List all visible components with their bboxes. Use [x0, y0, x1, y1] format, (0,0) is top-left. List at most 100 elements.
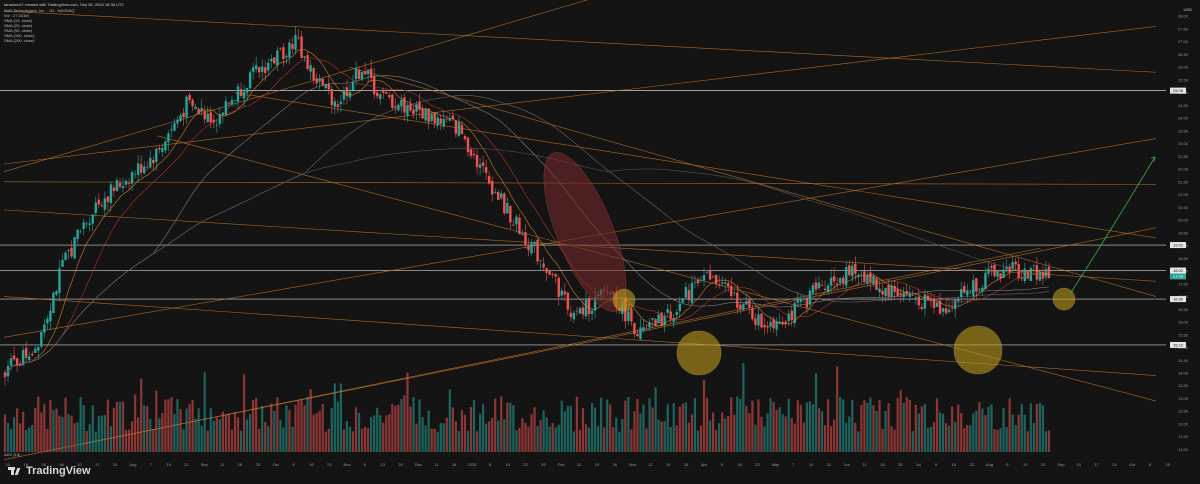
candle-body [854, 263, 857, 274]
volume-bar [575, 396, 579, 452]
volume-bar [267, 426, 270, 452]
candle-body [1005, 266, 1008, 270]
volume-bar [482, 404, 485, 452]
volume-bar [681, 403, 684, 452]
volume-bar [578, 429, 582, 452]
candle-body [708, 270, 712, 280]
candle-body [448, 118, 452, 121]
volume-bar [170, 397, 173, 452]
volume-bar [19, 423, 22, 452]
volume-bar [932, 422, 936, 452]
volume-bar [775, 410, 778, 452]
y-tick-label: 25.50 [1178, 77, 1189, 82]
x-tick-label: 10 [77, 462, 82, 467]
volume-bar [370, 417, 373, 452]
volume-bar [911, 431, 914, 452]
y-tick-label: 20.50 [1178, 205, 1189, 210]
volume-bar [37, 396, 40, 452]
candle-body [218, 114, 222, 125]
volume-bar [31, 425, 34, 452]
volume-bar [215, 417, 218, 452]
x-tick-label: 20 [1041, 462, 1046, 467]
volume-bar [379, 415, 382, 452]
volume-bar [339, 383, 342, 452]
candle-body [739, 304, 742, 310]
y-tick-label: 15.50 [1178, 332, 1189, 337]
candle-body [1038, 271, 1042, 281]
volume-bar [294, 404, 297, 452]
candle-body [720, 282, 724, 284]
volume-bar [581, 408, 585, 452]
volume-bar [524, 422, 527, 452]
candle-body [388, 95, 391, 98]
y-tick-label: 23.00 [1178, 141, 1189, 146]
candle-body [539, 260, 542, 261]
volume-bar [124, 429, 128, 452]
x-tick-label: 22 [523, 462, 528, 467]
candle-body [1035, 265, 1039, 280]
key-level-badge [1170, 242, 1186, 249]
volume-bar [884, 410, 887, 452]
candle-body [1020, 277, 1023, 279]
volume-bar [811, 404, 815, 452]
candle-body [103, 198, 107, 210]
candle-body [730, 285, 733, 297]
candle-body [191, 99, 194, 107]
volume-bar [572, 431, 575, 452]
volume-bar [388, 414, 391, 452]
key-level-badge [1170, 296, 1186, 303]
candle-body [869, 272, 872, 283]
volume-bar [826, 399, 830, 452]
volume-bar [430, 428, 433, 452]
x-tick-label: 18 [880, 462, 885, 467]
candle-body [430, 113, 433, 121]
candle-body [1011, 262, 1014, 270]
volume-bar [521, 418, 524, 452]
sma-line [4, 57, 1050, 378]
candle-body [490, 180, 494, 195]
candle-body [590, 310, 594, 314]
volume-bar [309, 389, 312, 452]
candle-body [766, 326, 769, 328]
volume-bar [118, 401, 122, 452]
volume-bar [367, 427, 370, 452]
candle-body [421, 108, 424, 119]
candle-body [466, 137, 470, 153]
volume-bar [999, 427, 1002, 452]
x-tick-label: 26 [684, 462, 689, 467]
candle-body [690, 282, 694, 303]
volume-bar [140, 378, 143, 452]
candle-body [542, 263, 545, 268]
volume-bar [354, 407, 358, 452]
candle-body [379, 94, 382, 100]
volume-bar [954, 422, 957, 452]
volume-bar [899, 390, 902, 452]
candle-body [727, 282, 730, 287]
volume-bar [663, 421, 666, 452]
volume-bar [221, 411, 224, 452]
candle-body [760, 313, 763, 328]
candle-body [224, 101, 228, 116]
volume-bar [705, 397, 709, 452]
volume-bar [908, 399, 911, 452]
candle-body [136, 163, 140, 175]
candle-body [52, 292, 55, 313]
y-tick-label: 24.00 [1178, 116, 1189, 121]
volume-bar [466, 430, 470, 452]
volume-bar [802, 422, 805, 452]
x-tick-label: Oct [1129, 462, 1136, 467]
x-tick-label: 9 [721, 462, 724, 467]
y-tick-label: 12.50 [1178, 409, 1189, 414]
candle-body [1002, 269, 1005, 278]
candle-body [97, 199, 101, 205]
volume-bar [736, 396, 739, 452]
candle-body [845, 267, 848, 286]
volume-bar [863, 400, 866, 452]
volume-bar [590, 403, 594, 452]
volume-bar [711, 412, 715, 452]
x-tick-label: 24 [1112, 462, 1117, 467]
volume-bar [618, 431, 621, 452]
candle-body [469, 149, 473, 156]
candle-body [832, 276, 836, 282]
